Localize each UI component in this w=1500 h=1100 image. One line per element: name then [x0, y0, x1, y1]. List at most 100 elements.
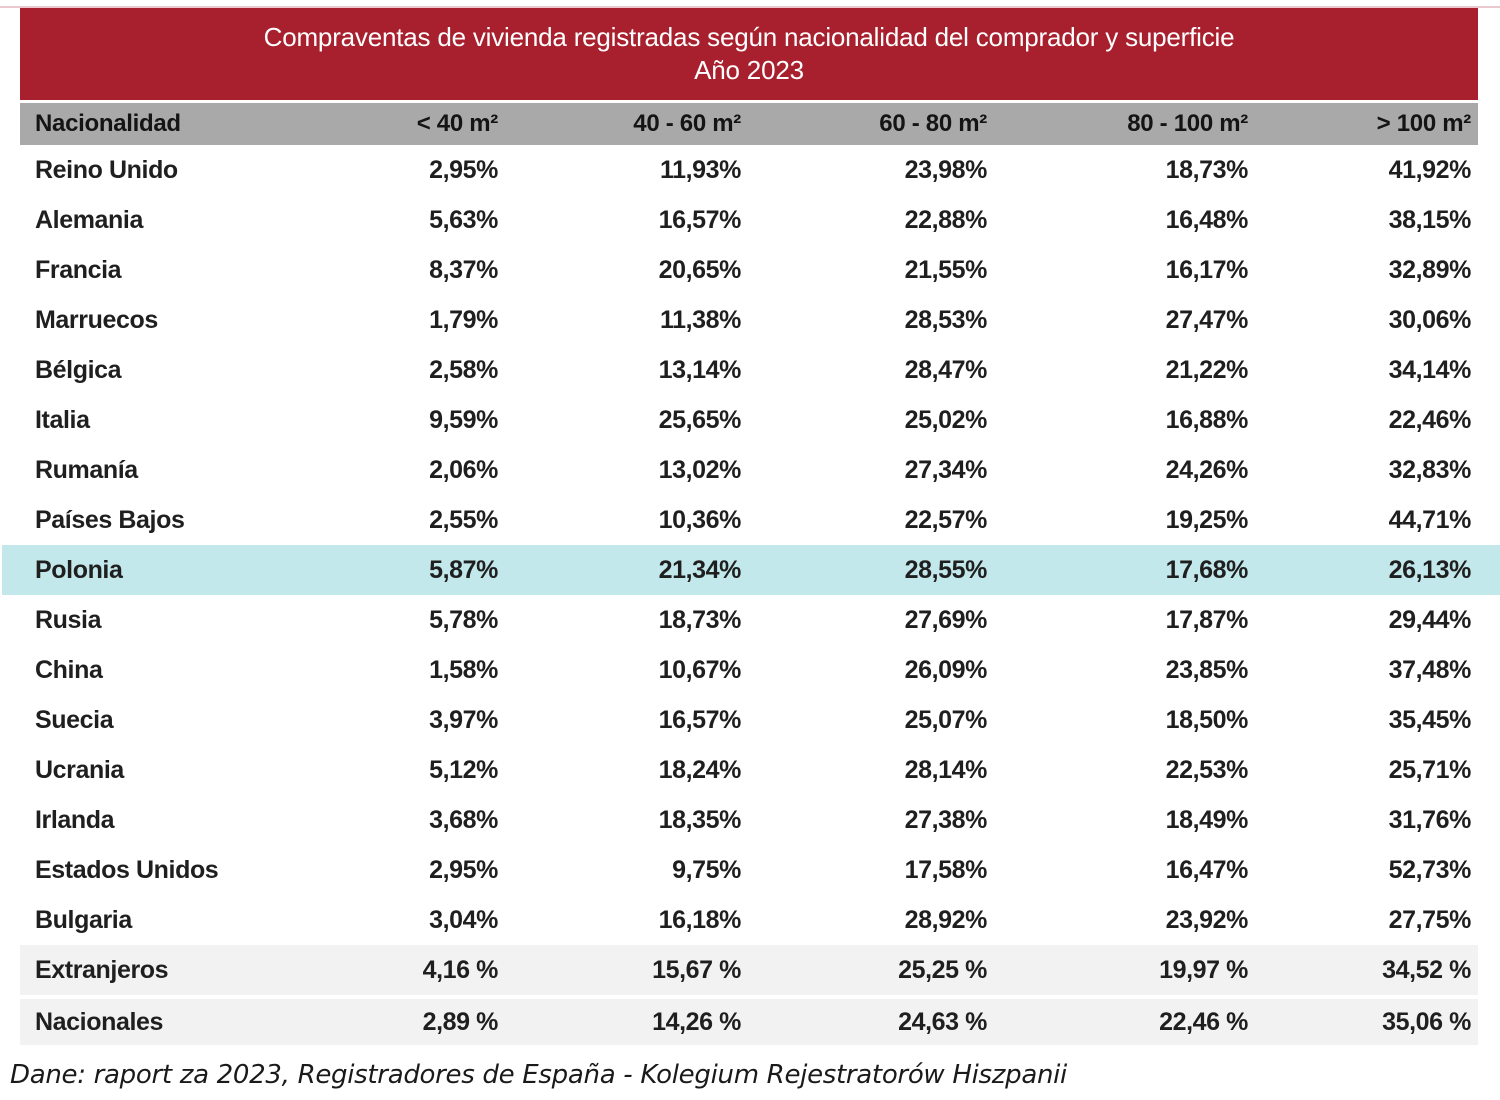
table-row: Reino Unido 2,95% 11,93% 23,98% 18,73% 41,92% [20, 145, 1478, 195]
cell-value: 3,04% [429, 905, 498, 934]
cell-value: 2,06% [429, 455, 498, 484]
column-header-60-80: 60 - 80 m² [879, 110, 987, 137]
table-row: Rusia 5,78% 18,73% 27,69% 17,87% 29,44% [20, 595, 1478, 645]
cell-value: 27,38% [904, 805, 988, 834]
cell-value: 5,63% [429, 205, 498, 234]
cell-value: 28,47% [904, 355, 988, 384]
table-row: Ucrania 5,12% 18,24% 28,14% 22,53% 25,71% [20, 745, 1478, 795]
cell-value: 23,85% [1165, 655, 1249, 684]
cell-value: 19,25% [1165, 505, 1249, 534]
table-title: Compraventas de vivienda registradas seg… [263, 22, 1235, 52]
row-nationality: Suecia [35, 705, 114, 734]
cell-value: 28,53% [904, 305, 988, 334]
row-nationality: Alemania [35, 205, 143, 234]
cell-value: 16,57% [658, 205, 742, 234]
cell-value: 24,26% [1165, 455, 1249, 484]
cell-value: 22,46% [1388, 405, 1472, 434]
row-nationality: Bélgica [35, 355, 122, 384]
column-header-40-60: 40 - 60 m² [633, 110, 741, 137]
cell-value: 9,59% [429, 405, 498, 434]
cell-value: 16,57% [658, 705, 742, 734]
row-nationality: Irlanda [35, 805, 115, 834]
table-row: Suecia 3,97% 16,57% 25,07% 18,50% 35,45% [20, 695, 1478, 745]
cell-value: 21,55% [904, 255, 988, 284]
table-row: Francia 8,37% 20,65% 21,55% 16,17% 32,89% [20, 245, 1478, 295]
cell-value: 21,34% [658, 555, 742, 584]
cell-value: 21,22% [1165, 355, 1249, 384]
cell-value: 17,87% [1165, 605, 1249, 634]
cell-value: 29,44% [1388, 605, 1472, 634]
cell-value: 23,98% [904, 155, 988, 184]
top-accent-line [0, 6, 1500, 8]
cell-value: 16,47% [1165, 855, 1249, 884]
cell-value: 27,69% [904, 605, 988, 634]
row-nationality: Italia [35, 405, 90, 434]
column-header-nationality: Nacionalidad [35, 110, 181, 137]
cell-value: 18,73% [658, 605, 742, 634]
table-row: China 1,58% 10,67% 26,09% 23,85% 37,48% [20, 645, 1478, 695]
table-row: Bulgaria 3,04% 16,18% 28,92% 23,92% 27,75% [20, 895, 1478, 945]
column-header-row: Nacionalidad < 40 m² 40 - 60 m² 60 - 80 … [20, 103, 1478, 145]
cell-value: 10,36% [658, 505, 742, 534]
row-nationality: Reino Unido [35, 155, 178, 184]
column-header-lt40: < 40 m² [416, 110, 499, 137]
cell-value: 52,73% [1388, 855, 1472, 884]
column-header-gt100: > 100 m² [1376, 110, 1472, 137]
cell-value: 17,68% [1165, 555, 1249, 584]
cell-value: 18,73% [1165, 155, 1249, 184]
row-nationality: Rumanía [35, 455, 138, 484]
row-nationality: Bulgaria [35, 905, 132, 934]
row-nationality: Ucrania [35, 755, 124, 784]
table-row: Bélgica 2,58% 13,14% 28,47% 21,22% 34,14% [20, 345, 1478, 395]
cell-value: 9,75% [672, 855, 741, 884]
cell-value: 20,65% [658, 255, 742, 284]
cell-value: 2,95% [429, 155, 498, 184]
cell-value: 10,67% [658, 655, 742, 684]
cell-value: 28,92% [904, 905, 988, 934]
cell-value: 17,58% [904, 855, 988, 884]
cell-value: 18,50% [1165, 705, 1249, 734]
cell-value: 34,14% [1388, 355, 1472, 384]
cell-value: 34,52 % [1382, 955, 1471, 984]
cell-value: 38,15% [1388, 205, 1472, 234]
cell-value: 5,87% [429, 555, 498, 584]
cell-value: 35,45% [1388, 705, 1472, 734]
cell-value: 15,67 % [652, 955, 741, 984]
cell-value: 22,57% [904, 505, 988, 534]
cell-value: 37,48% [1388, 655, 1472, 684]
cell-value: 18,49% [1165, 805, 1249, 834]
cell-value: 14,26 % [652, 1007, 741, 1036]
cell-value: 18,24% [658, 755, 742, 784]
cell-value: 25,02% [904, 405, 988, 434]
table-row: Rumanía 2,06% 13,02% 27,34% 24,26% 32,83% [20, 445, 1478, 495]
nationality-surface-table: Compraventas de vivienda registradas seg… [2, 8, 1500, 1045]
table-subtitle-year: Año 2023 [694, 55, 804, 85]
table-row: Italia 9,59% 25,65% 25,02% 16,88% 22,46% [20, 395, 1478, 445]
cell-value: 35,06 % [1382, 1007, 1471, 1036]
cell-value: 32,83% [1388, 455, 1472, 484]
cell-value: 11,38% [659, 305, 741, 334]
cell-value: 1,58% [429, 655, 498, 684]
row-nationality: Francia [35, 255, 122, 284]
cell-value: 11,93% [659, 155, 741, 184]
row-nationality: Extranjeros [35, 955, 169, 984]
cell-value: 3,68% [429, 805, 498, 834]
cell-value: 22,46 % [1159, 1007, 1248, 1036]
cell-value: 24,63 % [898, 1007, 987, 1036]
cell-value: 8,37% [429, 255, 498, 284]
summary-row: Nacionales 2,89 % 14,26 % 24,63 % 22,46 % 35,… [20, 995, 1478, 1045]
row-nationality: Rusia [35, 605, 102, 634]
table-row: Países Bajos 2,55% 10,36% 22,57% 19,25% 44,71… [20, 495, 1478, 545]
cell-value: 2,89 % [422, 1007, 499, 1036]
cell-value: 27,75% [1388, 905, 1472, 934]
cell-value: 25,07% [904, 705, 988, 734]
cell-value: 27,47% [1165, 305, 1249, 334]
cell-value: 13,14% [658, 355, 742, 384]
cell-value: 26,09% [904, 655, 988, 684]
cell-value: 25,25 % [898, 955, 987, 984]
cell-value: 18,35% [658, 805, 742, 834]
row-nationality: China [35, 655, 103, 684]
cell-value: 5,12% [429, 755, 498, 784]
table-row: Alemania 5,63% 16,57% 22,88% 16,48% 38,15% [20, 195, 1478, 245]
cell-value: 31,76% [1388, 805, 1472, 834]
